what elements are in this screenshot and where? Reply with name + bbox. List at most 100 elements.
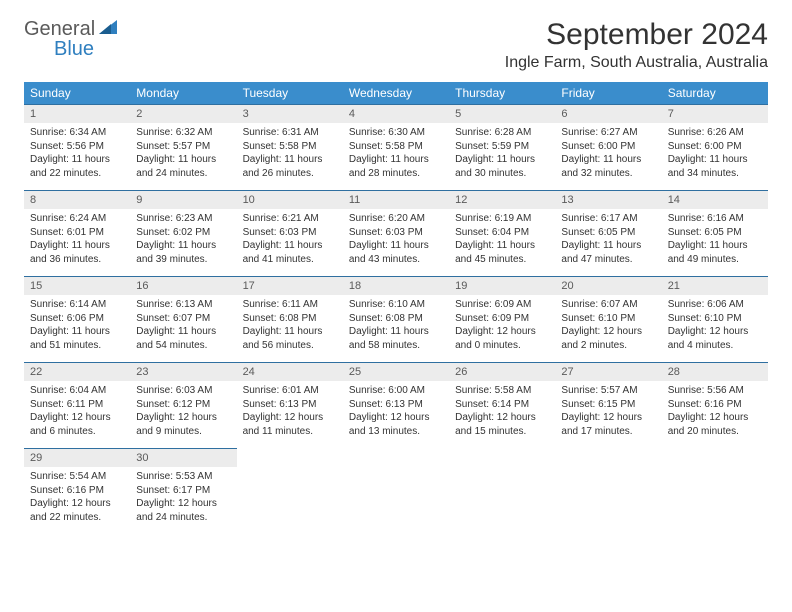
day-cell-27: 27Sunrise: 5:57 AMSunset: 6:15 PMDayligh… <box>555 362 661 448</box>
day-body: Sunrise: 6:06 AMSunset: 6:10 PMDaylight:… <box>662 295 768 358</box>
day-number: 25 <box>343 362 449 381</box>
day-body: Sunrise: 6:17 AMSunset: 6:05 PMDaylight:… <box>555 209 661 272</box>
day-number: 28 <box>662 362 768 381</box>
day-cell-29: 29Sunrise: 5:54 AMSunset: 6:16 PMDayligh… <box>24 448 130 534</box>
day-body: Sunrise: 6:20 AMSunset: 6:03 PMDaylight:… <box>343 209 449 272</box>
day-body: Sunrise: 6:28 AMSunset: 5:59 PMDaylight:… <box>449 123 555 186</box>
day-cell-1: 1Sunrise: 6:34 AMSunset: 5:56 PMDaylight… <box>24 104 130 190</box>
day-header-tuesday: Tuesday <box>237 82 343 104</box>
day-number: 12 <box>449 190 555 209</box>
day-number: 10 <box>237 190 343 209</box>
day-header-saturday: Saturday <box>662 82 768 104</box>
day-number: 13 <box>555 190 661 209</box>
day-cell-6: 6Sunrise: 6:27 AMSunset: 6:00 PMDaylight… <box>555 104 661 190</box>
logo-text-blue-wrap: Blue <box>54 38 94 61</box>
day-cell-15: 15Sunrise: 6:14 AMSunset: 6:06 PMDayligh… <box>24 276 130 362</box>
calendar-week-row: 15Sunrise: 6:14 AMSunset: 6:06 PMDayligh… <box>24 276 768 362</box>
day-cell-22: 22Sunrise: 6:04 AMSunset: 6:11 PMDayligh… <box>24 362 130 448</box>
empty-cell <box>343 448 449 534</box>
day-number: 15 <box>24 276 130 295</box>
day-body: Sunrise: 6:01 AMSunset: 6:13 PMDaylight:… <box>237 381 343 444</box>
day-body: Sunrise: 6:13 AMSunset: 6:07 PMDaylight:… <box>130 295 236 358</box>
day-number: 29 <box>24 448 130 467</box>
month-title: September 2024 <box>505 18 768 52</box>
day-number: 23 <box>130 362 236 381</box>
calendar-table: SundayMondayTuesdayWednesdayThursdayFrid… <box>24 82 768 534</box>
day-number: 16 <box>130 276 236 295</box>
day-body: Sunrise: 5:58 AMSunset: 6:14 PMDaylight:… <box>449 381 555 444</box>
day-number: 19 <box>449 276 555 295</box>
day-body: Sunrise: 6:16 AMSunset: 6:05 PMDaylight:… <box>662 209 768 272</box>
day-header-friday: Friday <box>555 82 661 104</box>
day-cell-21: 21Sunrise: 6:06 AMSunset: 6:10 PMDayligh… <box>662 276 768 362</box>
day-cell-3: 3Sunrise: 6:31 AMSunset: 5:58 PMDaylight… <box>237 104 343 190</box>
calendar-week-row: 29Sunrise: 5:54 AMSunset: 6:16 PMDayligh… <box>24 448 768 534</box>
day-body: Sunrise: 6:30 AMSunset: 5:58 PMDaylight:… <box>343 123 449 186</box>
day-number: 20 <box>555 276 661 295</box>
day-body: Sunrise: 6:11 AMSunset: 6:08 PMDaylight:… <box>237 295 343 358</box>
day-number: 5 <box>449 104 555 123</box>
day-body: Sunrise: 6:32 AMSunset: 5:57 PMDaylight:… <box>130 123 236 186</box>
calendar-week-row: 8Sunrise: 6:24 AMSunset: 6:01 PMDaylight… <box>24 190 768 276</box>
day-body: Sunrise: 6:14 AMSunset: 6:06 PMDaylight:… <box>24 295 130 358</box>
day-cell-18: 18Sunrise: 6:10 AMSunset: 6:08 PMDayligh… <box>343 276 449 362</box>
calendar-body: 1Sunrise: 6:34 AMSunset: 5:56 PMDaylight… <box>24 104 768 534</box>
day-number: 21 <box>662 276 768 295</box>
day-number: 2 <box>130 104 236 123</box>
day-number: 27 <box>555 362 661 381</box>
day-number: 7 <box>662 104 768 123</box>
day-number: 17 <box>237 276 343 295</box>
day-header-monday: Monday <box>130 82 236 104</box>
logo-text-blue: Blue <box>54 38 94 60</box>
day-cell-14: 14Sunrise: 6:16 AMSunset: 6:05 PMDayligh… <box>662 190 768 276</box>
day-body: Sunrise: 5:56 AMSunset: 6:16 PMDaylight:… <box>662 381 768 444</box>
calendar-week-row: 22Sunrise: 6:04 AMSunset: 6:11 PMDayligh… <box>24 362 768 448</box>
day-cell-9: 9Sunrise: 6:23 AMSunset: 6:02 PMDaylight… <box>130 190 236 276</box>
location-text: Ingle Farm, South Australia, Australia <box>505 54 768 72</box>
day-body: Sunrise: 6:19 AMSunset: 6:04 PMDaylight:… <box>449 209 555 272</box>
day-number: 6 <box>555 104 661 123</box>
day-body: Sunrise: 6:26 AMSunset: 6:00 PMDaylight:… <box>662 123 768 186</box>
day-body: Sunrise: 6:10 AMSunset: 6:08 PMDaylight:… <box>343 295 449 358</box>
day-cell-8: 8Sunrise: 6:24 AMSunset: 6:01 PMDaylight… <box>24 190 130 276</box>
day-number: 8 <box>24 190 130 209</box>
day-cell-17: 17Sunrise: 6:11 AMSunset: 6:08 PMDayligh… <box>237 276 343 362</box>
day-number: 4 <box>343 104 449 123</box>
day-number: 24 <box>237 362 343 381</box>
day-body: Sunrise: 6:07 AMSunset: 6:10 PMDaylight:… <box>555 295 661 358</box>
day-cell-10: 10Sunrise: 6:21 AMSunset: 6:03 PMDayligh… <box>237 190 343 276</box>
day-body: Sunrise: 6:23 AMSunset: 6:02 PMDaylight:… <box>130 209 236 272</box>
day-cell-23: 23Sunrise: 6:03 AMSunset: 6:12 PMDayligh… <box>130 362 236 448</box>
day-number: 1 <box>24 104 130 123</box>
day-cell-20: 20Sunrise: 6:07 AMSunset: 6:10 PMDayligh… <box>555 276 661 362</box>
title-block: September 2024 Ingle Farm, South Austral… <box>505 18 768 72</box>
day-body: Sunrise: 6:03 AMSunset: 6:12 PMDaylight:… <box>130 381 236 444</box>
day-number: 22 <box>24 362 130 381</box>
day-body: Sunrise: 6:24 AMSunset: 6:01 PMDaylight:… <box>24 209 130 272</box>
day-cell-30: 30Sunrise: 5:53 AMSunset: 6:17 PMDayligh… <box>130 448 236 534</box>
day-body: Sunrise: 6:04 AMSunset: 6:11 PMDaylight:… <box>24 381 130 444</box>
day-cell-11: 11Sunrise: 6:20 AMSunset: 6:03 PMDayligh… <box>343 190 449 276</box>
day-header-sunday: Sunday <box>24 82 130 104</box>
day-body: Sunrise: 6:00 AMSunset: 6:13 PMDaylight:… <box>343 381 449 444</box>
empty-cell <box>237 448 343 534</box>
calendar-week-row: 1Sunrise: 6:34 AMSunset: 5:56 PMDaylight… <box>24 104 768 190</box>
empty-cell <box>449 448 555 534</box>
day-cell-5: 5Sunrise: 6:28 AMSunset: 5:59 PMDaylight… <box>449 104 555 190</box>
day-number: 3 <box>237 104 343 123</box>
day-body: Sunrise: 6:31 AMSunset: 5:58 PMDaylight:… <box>237 123 343 186</box>
day-number: 30 <box>130 448 236 467</box>
day-body: Sunrise: 5:57 AMSunset: 6:15 PMDaylight:… <box>555 381 661 444</box>
day-body: Sunrise: 6:27 AMSunset: 6:00 PMDaylight:… <box>555 123 661 186</box>
logo-sail-icon <box>99 18 121 41</box>
empty-cell <box>555 448 661 534</box>
day-number: 18 <box>343 276 449 295</box>
day-body: Sunrise: 6:09 AMSunset: 6:09 PMDaylight:… <box>449 295 555 358</box>
day-cell-2: 2Sunrise: 6:32 AMSunset: 5:57 PMDaylight… <box>130 104 236 190</box>
day-cell-26: 26Sunrise: 5:58 AMSunset: 6:14 PMDayligh… <box>449 362 555 448</box>
day-cell-19: 19Sunrise: 6:09 AMSunset: 6:09 PMDayligh… <box>449 276 555 362</box>
day-number: 9 <box>130 190 236 209</box>
day-number: 26 <box>449 362 555 381</box>
day-cell-16: 16Sunrise: 6:13 AMSunset: 6:07 PMDayligh… <box>130 276 236 362</box>
day-cell-25: 25Sunrise: 6:00 AMSunset: 6:13 PMDayligh… <box>343 362 449 448</box>
